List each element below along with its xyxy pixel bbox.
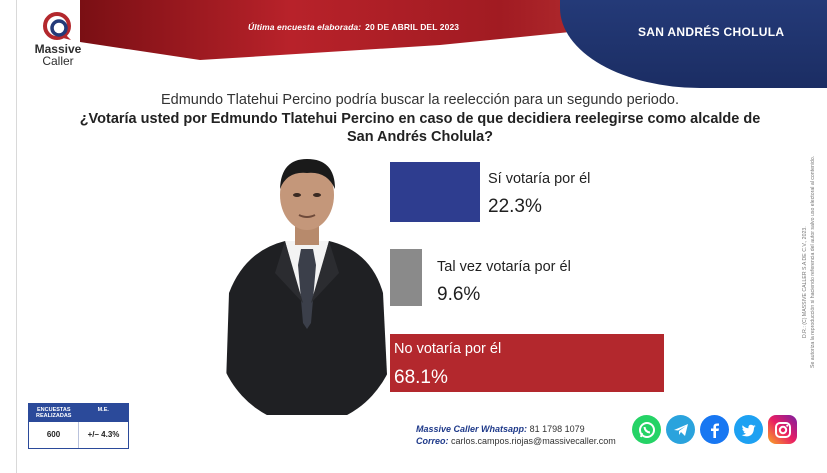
massive-caller-logo: Massive Caller [26,12,90,72]
facebook-icon[interactable] [700,415,729,444]
contact-info: Massive Caller Whatsapp: 81 1798 1079 Co… [416,423,616,447]
survey-date-label: Última encuesta elaborada: [248,22,362,32]
bar-tal-vez [390,249,422,306]
bar-label-tal-vez: Tal vez votaría por él [437,259,571,275]
instagram-icon[interactable] [768,415,797,444]
region-title: SAN ANDRÉS CHOLULA [638,25,785,39]
bar-label-si-votaria: Sí votaría por él [488,171,591,187]
survey-date-value: 20 DE ABRIL DEL 2023 [365,22,460,32]
whatsapp-label: Massive Caller Whatsapp: [416,424,528,434]
stats-value-margin: +/– 4.3% [78,422,128,448]
copyright-line-2: Se autoriza la reproducción si haciendo … [810,156,816,368]
logo-name: Massive [34,42,82,56]
telegram-icon[interactable] [666,415,695,444]
bar-si-votaria [390,162,480,222]
stats-header-margin: M.E. [97,407,109,413]
question-main: ¿Votaría usted por Edmundo Tlatehui Perc… [79,111,761,145]
logo-sub: Caller [42,54,74,68]
stats-value-row: 600 +/– 4.3% [29,422,128,448]
copyright-notice: D.R.: (C) MASSIVE CALLER S.A DE C.V., 20… [802,156,816,368]
social-links [632,415,802,444]
chat-bubble-logo-icon [43,12,71,40]
frame-border [16,0,827,473]
whatsapp-icon[interactable] [632,415,661,444]
stats-header-surveys: ENCUESTAS REALIZADAS [36,407,72,419]
stats-value-surveys: 600 [46,430,61,439]
bar-value-no-votaria: 68.1% [394,367,448,388]
survey-date: Última encuesta elaborada: 20 DE ABRIL DE… [248,22,459,32]
copyright-line-1: D.R.: (C) MASSIVE CALLER S.A DE C.V., 20… [802,226,808,338]
bar-value-si-votaria: 22.3% [488,196,542,217]
question-intro: Edmundo Tlatehui Percino podría buscar l… [160,92,680,108]
twitter-icon[interactable] [734,415,763,444]
bar-label-no-votaria: No votaría por él [394,341,502,357]
bar-no-votaria [390,334,664,392]
email-label: Correo: [416,436,449,446]
stats-header-row: ENCUESTAS REALIZADAS M.E. [29,404,128,422]
bar-value-tal-vez: 9.6% [437,284,481,305]
email-address[interactable]: carlos.campos.riojas@massivecaller.com [451,436,616,446]
survey-stats-table: ENCUESTAS REALIZADAS M.E. 600 +/– 4.3% [28,403,129,449]
candidate-photo [215,159,393,415]
whatsapp-number[interactable]: 81 1798 1079 [529,424,585,434]
